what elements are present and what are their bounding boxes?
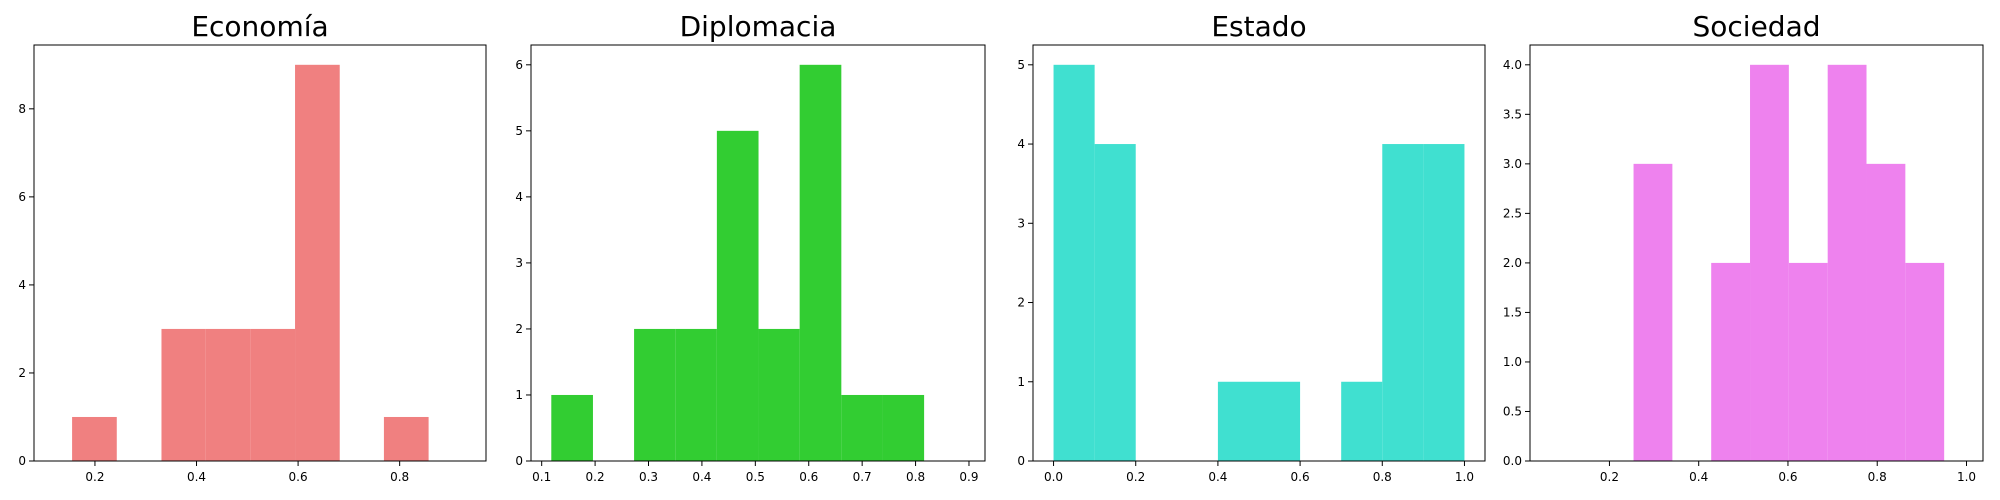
x-tick-label: 0.8 [906,470,925,484]
y-tick-label: 2 [18,366,26,380]
y-tick-label: 2.5 [1503,206,1522,220]
x-tick-label: 0.4 [1689,470,1708,484]
histogram-bar [1094,144,1136,462]
x-tick-label: 1.0 [1957,470,1976,484]
histogram-bar [1053,64,1095,462]
y-tick-label: 8 [18,102,26,116]
axes-frame [530,44,986,462]
histogram-bar [1788,262,1828,461]
histogram-bar [675,328,717,461]
histogram-bar [882,394,925,461]
x-tick-label: 0.2 [586,470,605,484]
histogram-panels: 0.2 0.4 0.6 0.8 0 2 4 6 8 Economía 0.1 0.2 0.3 0.4 0.5… [18,10,1984,484]
y-tick-label: 3 [1017,216,1025,230]
histogram-bar [1217,381,1259,461]
x-tick-label: 1.0 [1455,470,1474,484]
x-tick-label: 0.6 [1778,470,1797,484]
x-tick-label: 0.7 [853,470,872,484]
histogram-bar [716,130,759,462]
y-tick-label: 0.5 [1503,404,1522,418]
x-tick-label: 0.8 [390,470,409,484]
x-tick-label: 0.2 [1126,470,1145,484]
y-tick-label: 0 [1017,454,1025,468]
x-tick-label: 0.0 [1044,470,1063,484]
x-tick-label: 0.9 [959,470,978,484]
x-tick-label: 0.8 [1373,470,1392,484]
panel-title: Sociedad [1692,10,1820,43]
histogram-bar [295,64,340,462]
histogram-bar [1827,64,1867,462]
axes-frame [1529,44,1984,462]
x-tick-label: 0.5 [746,470,765,484]
y-tick-label: 5 [515,124,523,138]
histogram-bar [1905,262,1945,461]
x-tick-label: 0.6 [1291,470,1310,484]
y-tick-label: 1.5 [1503,305,1522,319]
x-tick-label: 0.6 [289,470,308,484]
panel-3: 0.0 0.2 0.4 0.6 0.8 1.0 0 1 2 3 4 5 Estado [1017,10,1486,484]
histogram-bar [1866,163,1906,461]
histogram-bar [1259,381,1301,461]
x-tick-label: 0.3 [639,470,658,484]
y-tick-label: 4.0 [1503,58,1522,72]
histogram-bar [72,416,117,461]
axes-frame [1032,44,1486,462]
y-tick-label: 3.5 [1503,107,1522,121]
histogram-bar [161,328,206,461]
histogram-bar [205,328,251,461]
y-tick-label: 4 [515,190,523,204]
histogram-bar [250,328,296,461]
histogram-bar [841,394,883,461]
y-tick-label: 1 [515,388,523,402]
y-tick-label: 3 [515,256,523,270]
y-tick-label: 0 [18,454,26,468]
panel-title: Diplomacia [680,10,837,43]
x-tick-label: 0.4 [1208,470,1227,484]
histogram-bar [1382,144,1424,462]
y-tick-label: 1 [1017,375,1025,389]
x-tick-label: 0.1 [532,470,551,484]
histogram-bar [1423,144,1465,462]
histogram-bar [1750,64,1789,462]
y-tick-label: 4 [18,278,26,292]
axes-frame [33,44,487,462]
y-tick-label: 4 [1017,137,1025,151]
y-tick-label: 0 [515,454,523,468]
y-tick-label: 5 [1017,58,1025,72]
histogram-bar [1633,163,1673,461]
y-tick-label: 2.0 [1503,256,1522,270]
x-tick-label: 0.4 [692,470,711,484]
histogram-bar [634,328,676,461]
x-tick-label: 0.6 [799,470,818,484]
y-tick-label: 6 [515,58,523,72]
y-tick-label: 1.0 [1503,355,1522,369]
x-tick-label: 0.8 [1868,470,1887,484]
y-tick-label: 0.0 [1503,454,1522,468]
x-tick-label: 0.4 [187,470,206,484]
x-tick-label: 0.2 [1600,470,1619,484]
panel-2: 0.1 0.2 0.3 0.4 0.5 0.6 0.7 0.8 0.9 0 1 2 3 4 5 6 Diplom… [515,10,986,484]
panel-4: 0.2 0.4 0.6 0.8 1.0 0.0 0.5 1.0 1.5 2.0 2.5 3.0 3.5 4… [1503,10,1984,484]
histogram-bar [1711,262,1751,461]
histogram-bar [383,416,429,461]
histogram-bar [799,64,842,462]
histogram-bar [1341,381,1383,461]
histogram-bar [551,394,593,461]
y-tick-label: 6 [18,190,26,204]
panel-title: Economía [191,10,328,43]
y-tick-label: 2 [1017,296,1025,310]
y-tick-label: 3.0 [1503,157,1522,171]
panel-title: Estado [1211,10,1306,43]
histogram-bar [758,328,800,461]
y-tick-label: 2 [515,322,523,336]
x-tick-label: 0.2 [85,470,104,484]
panel-1: 0.2 0.4 0.6 0.8 0 2 4 6 8 Economía [18,10,487,484]
